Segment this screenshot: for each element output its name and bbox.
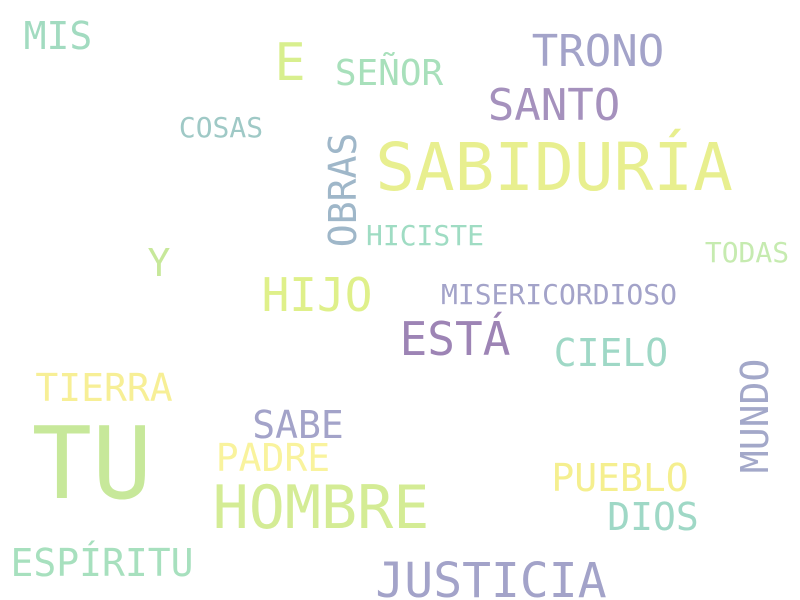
word-esta: ESTÁ — [400, 312, 511, 366]
word-misericordioso: MISERICORDIOSO — [441, 278, 677, 311]
word-obras: OBRAS — [321, 133, 365, 247]
word-hombre: HOMBRE — [213, 473, 430, 543]
word-cosas: COSAS — [179, 111, 263, 144]
word-todas: TODAS — [705, 236, 789, 269]
word-y: Y — [148, 241, 171, 285]
word-sabiduria: SABIDURÍA — [375, 128, 733, 206]
word-hijo: HIJO — [262, 268, 373, 322]
word-tierra: TIERRA — [35, 366, 172, 410]
word-tu: TU — [32, 405, 152, 522]
word-cielo: CIELO — [554, 331, 668, 375]
word-hiciste: HICISTE — [366, 219, 484, 252]
word-santo: SANTO — [488, 80, 620, 131]
word-trono: TRONO — [532, 26, 664, 77]
word-justicia: JUSTICIA — [375, 553, 606, 600]
word-mis: MIS — [24, 14, 93, 58]
word-mundo: MUNDO — [733, 359, 777, 473]
word-e: E — [274, 33, 305, 93]
word-dios: DIOS — [607, 495, 699, 539]
word-padre: PADRE — [216, 436, 330, 480]
word-espiritu: ESPÍRITU — [10, 541, 193, 585]
word-sabe: SABE — [252, 403, 344, 447]
word-senor: SEÑOR — [335, 52, 444, 94]
word-pueblo: PUEBLO — [551, 456, 688, 500]
